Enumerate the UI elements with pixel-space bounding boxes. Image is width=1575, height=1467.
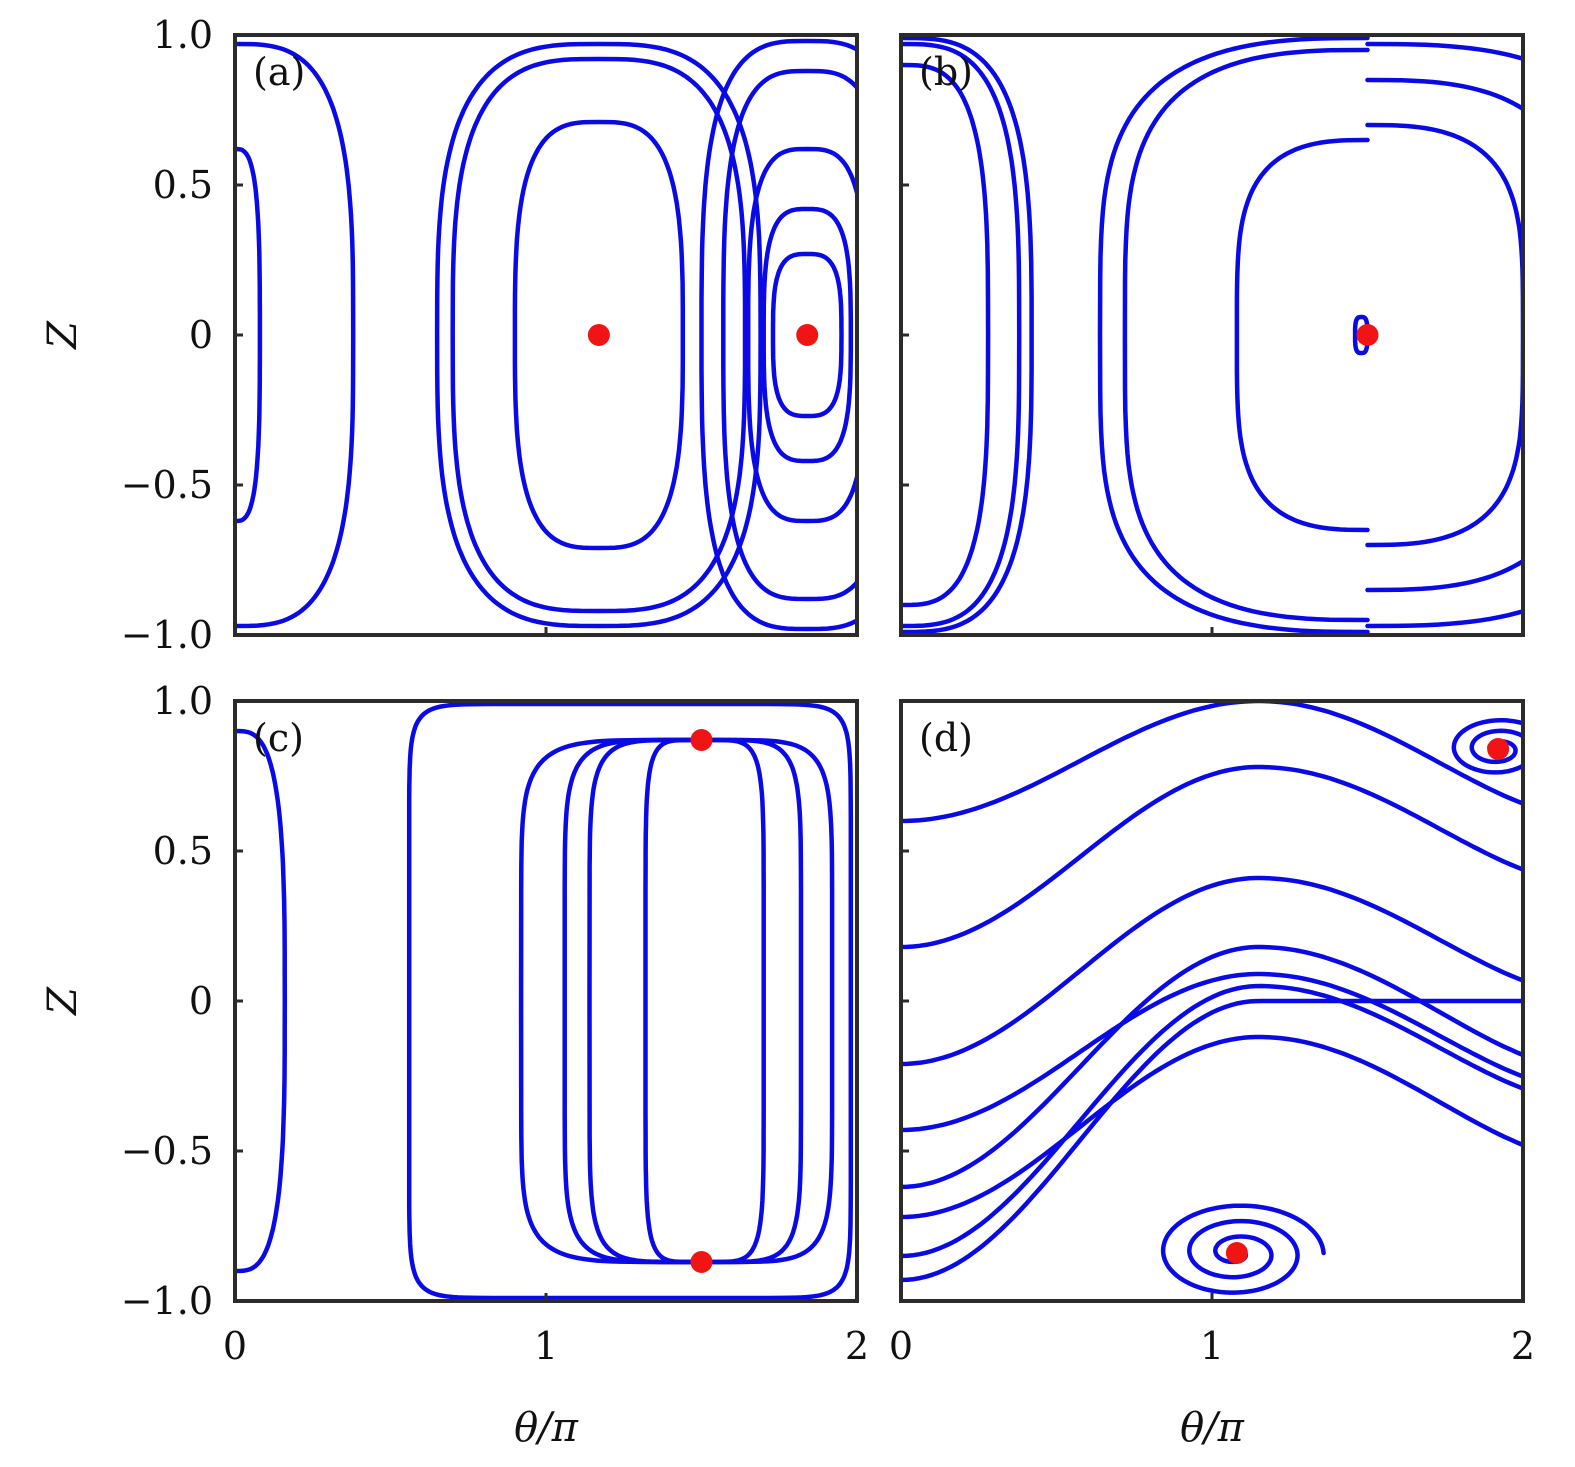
- trajectory-5: [699, 737, 804, 1265]
- fixed-point-0: [690, 729, 713, 751]
- y-tick-label: −0.5: [121, 463, 213, 507]
- trajectory-1: [587, 737, 704, 1265]
- plot-area: [901, 701, 1523, 1295]
- trajectory-7: [699, 38, 857, 632]
- trajectory-6: [901, 62, 991, 608]
- trajectory-1: [450, 56, 748, 614]
- trajectory-0: [643, 737, 704, 1265]
- trajectory-0: [1234, 137, 1370, 533]
- trajectory-3: [518, 737, 704, 1265]
- trajectory-8: [235, 146, 263, 524]
- y-tick-label: −1.0: [121, 613, 213, 657]
- panel-b: (b): [899, 33, 1525, 637]
- y-tick-label: −1.0: [121, 1279, 213, 1323]
- trajectory-8: [1160, 1203, 1326, 1295]
- y-tick-label: 1.0: [153, 13, 213, 57]
- trajectory-6: [901, 944, 1523, 1190]
- trajectory-8: [901, 35, 1034, 635]
- y-tick-label: −0.5: [121, 1129, 213, 1173]
- fixed-point-1: [690, 1251, 713, 1273]
- y-tick-label: 0: [189, 979, 213, 1023]
- trajectory-1: [901, 971, 1523, 1133]
- axes-frame: [899, 33, 1525, 637]
- plot-area: [235, 701, 854, 1301]
- fixed-point-1: [1487, 738, 1510, 760]
- x-tick-label: 1: [534, 1324, 558, 1368]
- trajectory-8: [235, 728, 288, 1274]
- fixed-point-0: [587, 324, 610, 346]
- trajectory-2: [562, 737, 704, 1265]
- trajectory-5: [745, 146, 857, 524]
- x-tick-label: 0: [889, 1324, 913, 1368]
- plot-area: [901, 35, 1523, 635]
- trajectory-4: [1365, 77, 1523, 593]
- fixed-point-0: [1356, 324, 1379, 346]
- trajectory-5: [1365, 41, 1523, 629]
- trajectory-3: [770, 251, 844, 419]
- y-tick-label: 0.5: [153, 163, 213, 207]
- panel-d: 0 1 2 (d) θ/π: [889, 699, 1535, 1451]
- trajectory-6: [721, 68, 857, 602]
- x-tick-label: 2: [1511, 1324, 1535, 1368]
- panel-label: (d): [919, 716, 973, 760]
- trajectory-6: [699, 737, 835, 1265]
- x-axis-title: θ/π: [1180, 1405, 1245, 1451]
- x-tick-label: 0: [223, 1324, 247, 1368]
- trajectory-7: [901, 41, 1022, 629]
- fixed-point-1: [796, 324, 819, 346]
- y-tick-label: 1.0: [153, 679, 213, 723]
- y-tick-label: 0.5: [153, 829, 213, 873]
- x-tick-label: 2: [845, 1324, 869, 1368]
- trajectory-3: [1365, 122, 1523, 548]
- trajectory-2: [1097, 35, 1370, 635]
- y-axis-title: Z: [40, 320, 86, 351]
- trajectory-4: [901, 701, 1523, 824]
- panel-label: (c): [253, 716, 304, 760]
- y-axis-title: Z: [40, 986, 86, 1017]
- panel-c: 1.00.50−0.5−1.00 1 2(c)Zθ/π: [40, 679, 869, 1451]
- panel-label: (a): [253, 50, 305, 94]
- plot-area: [235, 38, 857, 632]
- x-axis-title: θ/π: [514, 1405, 579, 1451]
- trajectory-7: [901, 983, 1523, 1259]
- trajectory-2: [901, 875, 1523, 1067]
- x-tick-label: 1: [1200, 1324, 1224, 1368]
- trajectory-7: [406, 701, 854, 1301]
- trajectory-4: [699, 737, 766, 1265]
- trajectory-2: [434, 41, 763, 629]
- trajectory-3: [901, 764, 1523, 950]
- trajectory-4: [761, 206, 854, 464]
- trajectory-5: [901, 1034, 1523, 1220]
- trajectory-1: [1122, 47, 1370, 623]
- panel-label: (b): [919, 50, 973, 94]
- trajectory-9: [1352, 314, 1370, 356]
- trajectory-0: [512, 119, 686, 551]
- trajectory-9: [235, 41, 356, 629]
- fixed-point-0: [1225, 1242, 1248, 1264]
- panel-a: 1.0 0.5 0 −0.5 −1.0 (a) Z: [40, 13, 859, 657]
- y-tick-label: 0: [189, 313, 213, 357]
